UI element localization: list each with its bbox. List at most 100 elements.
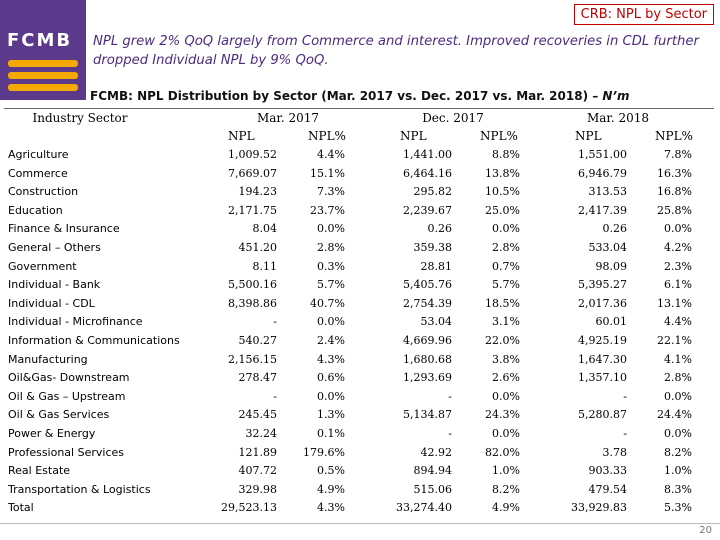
table-cell: 1,357.10: [578, 371, 627, 385]
table-title-main: FCMB: NPL Distribution by Sector (Mar. 2…: [90, 89, 603, 103]
table-cell: 2.8%: [664, 371, 692, 385]
table-cell: 407.72: [238, 464, 278, 478]
table-cell: 894.94: [413, 464, 453, 478]
table-cell: 278.47: [238, 371, 278, 385]
table-cell: 121.89: [238, 445, 278, 459]
table-cell: 194.23: [238, 185, 278, 199]
table-cell: 32.24: [245, 426, 278, 440]
table-cell: 0.0%: [664, 222, 692, 236]
sector-label: Oil & Gas Services: [8, 408, 110, 422]
table-cell: 10.5%: [485, 185, 520, 199]
table-cell: 8.3%: [664, 482, 692, 496]
table-cell: 1,441.00: [403, 148, 452, 161]
col-header-npl: NPL: [400, 129, 427, 143]
col-header-npl-pct: NPL%: [655, 129, 693, 143]
col-header-npl-pct: NPL%: [308, 129, 346, 143]
table-cell: 6,946.79: [578, 166, 627, 180]
sector-column: Agriculture Commerce Construction Education…: [8, 146, 180, 518]
table-cell: 1,680.68: [403, 352, 452, 366]
table-cell: 0.26: [427, 222, 453, 236]
footer-rule: [0, 523, 720, 524]
table-cell: 313.53: [588, 185, 628, 199]
page-number: 20: [699, 525, 712, 536]
table-cell: 5,134.87: [403, 408, 452, 422]
table-cell: 15.1%: [310, 166, 345, 180]
table-cell: 3.8%: [492, 352, 520, 366]
table-cell: -: [273, 389, 277, 403]
table-cell: 24.4%: [657, 408, 692, 422]
table-cell: 0.3%: [317, 259, 345, 273]
table-cell: 33,929.83: [571, 501, 627, 515]
table-cell: 23.7%: [310, 203, 345, 217]
table-cell: 18.5%: [485, 296, 520, 310]
table-cell: 8.2%: [492, 482, 520, 496]
table-cell: 16.3%: [657, 166, 692, 180]
col-header-npl: NPL: [228, 129, 255, 143]
period-header-dec17: Dec. 2017: [422, 111, 484, 125]
table-cell: 1,647.30: [578, 352, 627, 366]
table-cell: 0.26: [602, 222, 628, 236]
table-cell: 0.0%: [317, 389, 345, 403]
table-cell: 0.5%: [317, 464, 345, 478]
table-cell: 1,293.69: [403, 371, 452, 385]
table-cell: 540.27: [238, 333, 278, 347]
mar17-npl-column: 1,009.52 7,669.07 194.23 2,171.75 8.04 451.20…: [200, 146, 277, 518]
sector-label: Government: [8, 259, 77, 273]
logo-text: FCMB: [7, 30, 73, 51]
sector-label: Oil & Gas – Upstream: [8, 389, 126, 403]
sector-label: Manufacturing: [8, 352, 88, 366]
logo-stripe: [8, 60, 78, 67]
sector-label: Transportation & Logistics: [8, 482, 151, 496]
sector-label: Individual - Bank: [8, 278, 101, 292]
table-cell: 2,156.15: [228, 352, 277, 366]
fcmb-logo: FCMB: [0, 0, 86, 100]
table-cell: 6,464.16: [403, 166, 452, 180]
logo-stripe: [8, 72, 78, 79]
table-cell: 295.82: [413, 185, 453, 199]
table-cell: 2.6%: [492, 371, 520, 385]
sector-header: Industry Sector: [32, 111, 128, 125]
table-title: FCMB: NPL Distribution by Sector (Mar. 2…: [90, 89, 630, 103]
table-cell: 5.7%: [492, 278, 520, 292]
table-cell: 1,009.52: [228, 148, 277, 161]
table-cell: 2,171.75: [228, 203, 277, 217]
table-cell: 3.1%: [492, 315, 520, 329]
table-cell: 16.8%: [657, 185, 692, 199]
table-cell: 1,551.00: [578, 148, 627, 161]
table-cell: 3.78: [602, 445, 628, 459]
table-cell: 98.09: [595, 259, 628, 273]
table-cell: 8.2%: [664, 445, 692, 459]
table-cell: 28.81: [420, 259, 453, 273]
dec17-npl-column: 1,441.00 6,464.16 295.82 2,239.67 0.26 359.38…: [372, 146, 452, 518]
table-cell: 13.1%: [657, 296, 692, 310]
period-header-mar17: Mar. 2017: [256, 111, 320, 125]
table-cell: -: [623, 426, 627, 440]
table-cell: 4,669.96: [403, 333, 452, 347]
mar18-npl-column: 1,551.00 6,946.79 313.53 2,417.39 0.26 533.04…: [545, 146, 627, 518]
table-cell: 2.4%: [317, 333, 345, 347]
table-cell: 533.04: [588, 240, 628, 254]
table-cell: 0.1%: [317, 426, 345, 440]
title-separator: [4, 108, 714, 109]
period-header-mar18: Mar. 2018: [586, 111, 650, 125]
table-cell: 7.3%: [317, 185, 345, 199]
sector-label: Education: [8, 203, 63, 217]
table-cell: 903.33: [588, 464, 628, 478]
col-header-npl: NPL: [575, 129, 602, 143]
table-cell: 29,523.13: [221, 501, 277, 515]
table-cell: 451.20: [238, 240, 278, 254]
table-cell: -: [448, 426, 452, 440]
table-cell: 515.06: [413, 482, 453, 496]
table-cell: 25.8%: [657, 203, 692, 217]
sector-label: General – Others: [8, 240, 101, 254]
table-cell: 1.3%: [317, 408, 345, 422]
sector-label: Information & Communications: [8, 333, 180, 347]
table-cell: 8.11: [252, 259, 278, 273]
table-cell: 329.98: [238, 482, 278, 496]
table-cell: 4.3%: [317, 501, 345, 515]
table-cell: 4.4%: [317, 148, 345, 161]
table-cell: 5,280.87: [578, 408, 627, 422]
table-cell: 2,754.39: [403, 296, 452, 310]
sector-label: Power & Energy: [8, 426, 96, 440]
table-cell: 245.45: [238, 408, 278, 422]
